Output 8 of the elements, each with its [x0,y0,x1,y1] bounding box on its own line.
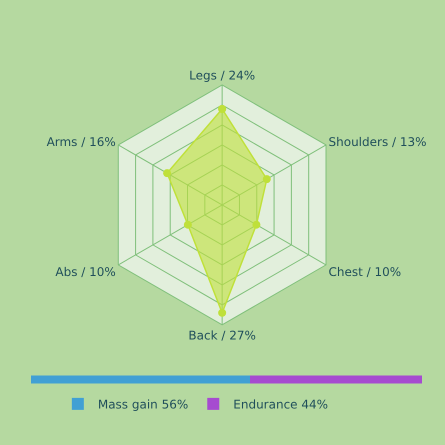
spoke-label: Arms / 16% [46,134,116,149]
spoke-label: Back / 27% [188,328,256,343]
spoke-label: Legs / 24% [189,68,256,83]
spoke-label: Chest / 10% [328,264,402,279]
legend-label: Mass gain 56% [98,398,188,412]
spoke-label: Shoulders / 13% [328,134,427,149]
legend-label: Endurance 44% [233,398,328,412]
spoke-label: Abs / 10% [55,264,116,279]
